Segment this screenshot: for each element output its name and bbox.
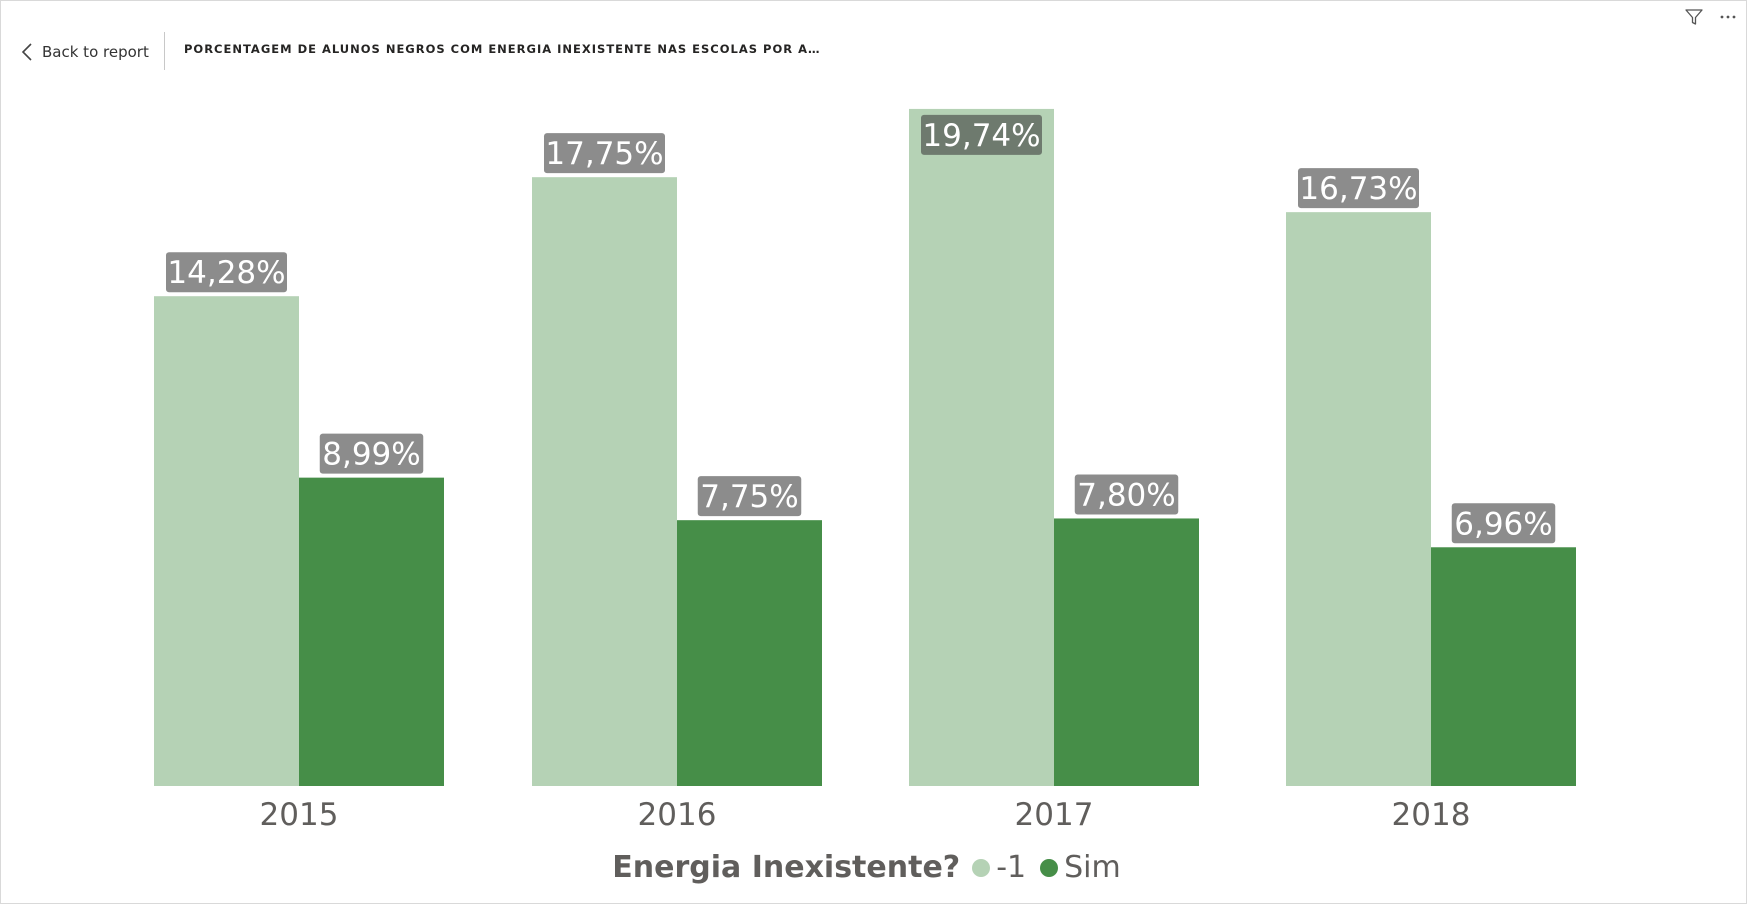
legend-label-sim: Sim: [1064, 850, 1121, 885]
filter-icon: [1685, 9, 1703, 25]
legend-dot-sim: [1040, 858, 1059, 877]
bar-neg1-2018[interactable]: [1286, 212, 1431, 786]
data-label-neg1-2016: 17,75%: [545, 136, 663, 172]
data-label-bg-sim-2016: [697, 476, 802, 517]
data-label-neg1-2015: 14,28%: [167, 255, 285, 291]
data-label-bg-sim-2017: [1074, 474, 1179, 515]
bar-neg1-2015[interactable]: [154, 296, 299, 786]
data-label-sim-2017: 7,80%: [1077, 477, 1175, 513]
bar-sim-2017[interactable]: [1054, 518, 1199, 786]
back-to-report-button[interactable]: Back to report: [18, 38, 149, 66]
data-label-bg-neg1-2017: [921, 114, 1042, 155]
data-label-sim-2015: 8,99%: [322, 437, 420, 473]
x-tick-label-2016: 2016: [638, 797, 717, 833]
legend-item-sim[interactable]: Sim: [1040, 850, 1121, 885]
x-tick-label-2015: 2015: [260, 797, 339, 833]
legend-dot-neg1: [972, 858, 991, 877]
data-label-sim-2016: 7,75%: [700, 479, 798, 515]
chart-legend: Energia Inexistente? -1 Sim: [0, 850, 1747, 885]
data-label-neg1-2017: 19,74%: [922, 118, 1040, 154]
legend-title: Energia Inexistente?: [612, 850, 961, 885]
more-options-button[interactable]: [1717, 6, 1739, 28]
bar-neg1-2016[interactable]: [532, 177, 677, 787]
bar-neg1-2017[interactable]: [909, 108, 1054, 787]
data-label-bg-neg1-2018: [1298, 168, 1419, 209]
legend-item-neg1[interactable]: -1: [972, 850, 1026, 885]
header-divider: [164, 32, 165, 70]
data-label-bg-sim-2015: [319, 433, 424, 474]
bar-sim-2015[interactable]: [299, 477, 444, 786]
bar-sim-2018[interactable]: [1431, 547, 1576, 786]
x-tick-label-2018: 2018: [1392, 797, 1471, 833]
x-tick-label-2017: 2017: [1015, 797, 1094, 833]
filter-button[interactable]: [1683, 6, 1705, 28]
back-to-report-label: Back to report: [42, 43, 149, 61]
data-label-neg1-2018: 16,73%: [1299, 171, 1417, 207]
chevron-left-icon: [21, 43, 32, 61]
more-options-icon: [1720, 15, 1736, 19]
data-label-sim-2018: 6,96%: [1454, 506, 1552, 542]
bar-sim-2016[interactable]: [677, 520, 822, 786]
page-title: PORCENTAGEM DE ALUNOS NEGROS COM ENERGIA…: [184, 42, 821, 56]
visual-toolbar: [1683, 6, 1739, 28]
data-label-bg-neg1-2015: [166, 252, 287, 293]
data-label-bg-sim-2018: [1451, 503, 1556, 544]
data-label-bg-neg1-2016: [544, 133, 665, 174]
legend-label-neg1: -1: [996, 850, 1027, 885]
